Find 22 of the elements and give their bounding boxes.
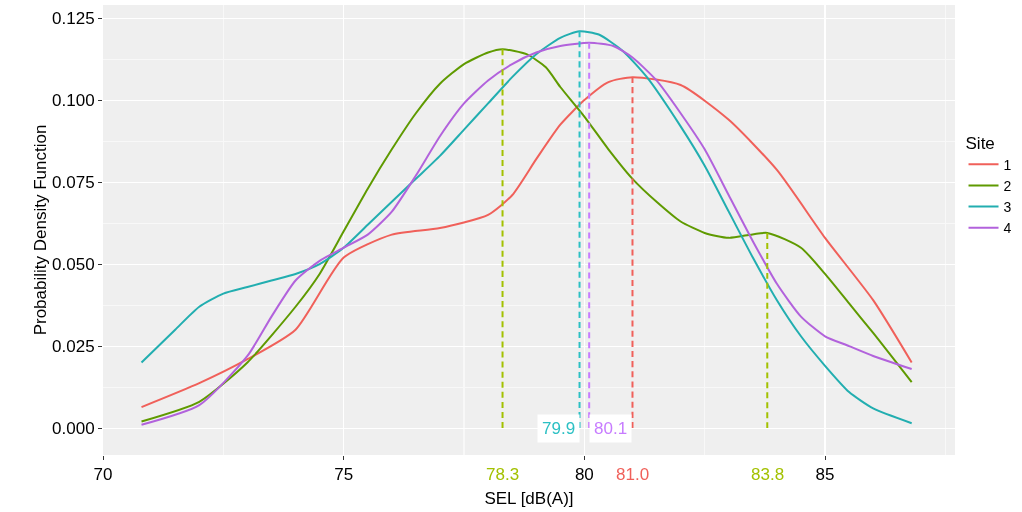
legend-label: 1 [1003, 156, 1012, 173]
legend-label: 2 [1003, 177, 1012, 194]
annotation: 81.0 [616, 465, 650, 484]
y-tick-label: 0.000 [52, 419, 95, 439]
y-axis-title: Probability Density Function [31, 124, 51, 336]
annotation: 83.8 [751, 465, 785, 484]
y-tick-label: 0.025 [52, 337, 95, 357]
x-tick-label: 70 [93, 465, 113, 485]
x-tick-label: 80 [574, 465, 594, 485]
annotation: 79.9 [542, 419, 576, 438]
y-tick-label: 0.075 [52, 173, 95, 193]
y-tick-label: 0.050 [52, 255, 95, 275]
y-tick-label: 0.125 [52, 9, 95, 29]
annotation: 80.1 [594, 419, 628, 438]
legend-title: Site [965, 133, 995, 153]
legend-label: 4 [1003, 220, 1012, 237]
x-tick-label: 85 [815, 465, 835, 485]
y-tick-label: 0.100 [52, 91, 95, 111]
x-axis-title: SEL [dB(A)] [484, 488, 574, 508]
x-tick-label: 75 [334, 465, 354, 485]
annotation: 78.3 [486, 465, 520, 484]
legend-label: 3 [1003, 199, 1012, 216]
